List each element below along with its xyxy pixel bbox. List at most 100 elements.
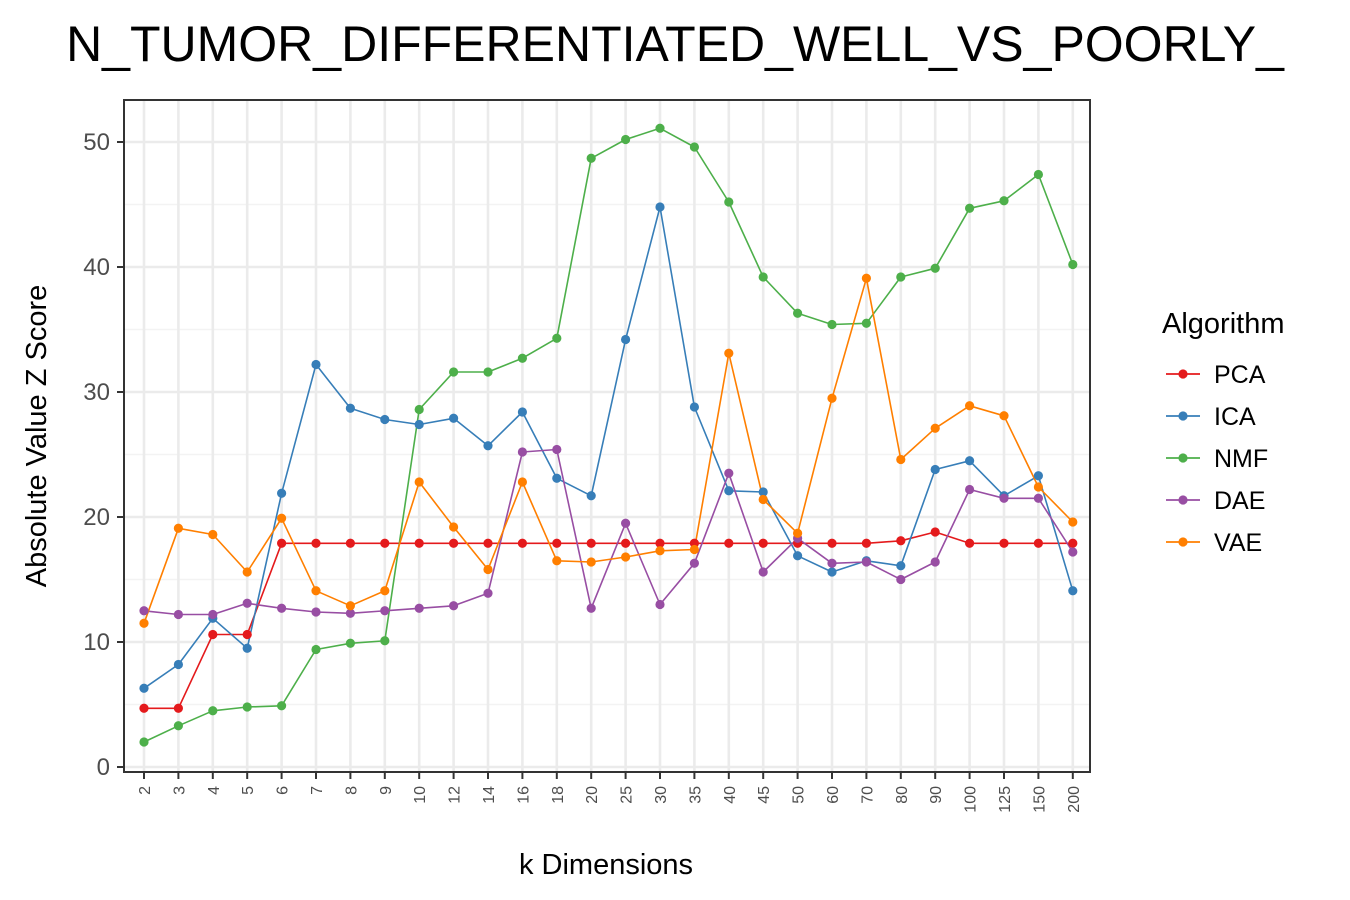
x-tick-label: 125 xyxy=(997,786,1014,813)
data-point-pca xyxy=(139,703,149,713)
data-point-vae xyxy=(861,273,872,283)
data-point-nmf xyxy=(380,636,390,646)
data-point-nmf xyxy=(552,333,562,343)
data-point-ica xyxy=(552,473,562,483)
x-tick-label: 50 xyxy=(791,786,808,804)
data-point-nmf xyxy=(930,263,940,273)
data-point-dae xyxy=(655,599,665,610)
data-point-ica xyxy=(449,413,459,423)
data-point-nmf xyxy=(586,153,596,163)
data-point-dae xyxy=(345,608,355,618)
data-point-nmf xyxy=(311,644,321,655)
data-point-dae xyxy=(449,601,459,611)
data-point-nmf xyxy=(242,702,252,712)
data-point-ica xyxy=(311,359,321,370)
y-axis: 0 10 20 30 40 50 xyxy=(83,129,124,781)
data-point-dae xyxy=(208,609,218,620)
data-point-vae xyxy=(1068,517,1078,527)
y-tick-label: 50 xyxy=(83,129,110,156)
data-point-pca xyxy=(965,538,975,548)
series-points xyxy=(139,123,1078,747)
x-tick-label: 45 xyxy=(756,786,773,804)
data-point-pca xyxy=(208,629,218,640)
data-point-dae xyxy=(758,567,768,577)
y-tick-label: 0 xyxy=(97,754,110,781)
data-point-pca xyxy=(483,538,493,548)
data-point-pca xyxy=(586,538,596,548)
plot-panel-background xyxy=(124,100,1090,772)
data-point-dae xyxy=(139,606,149,616)
data-point-vae xyxy=(517,477,528,487)
data-point-nmf xyxy=(1033,169,1043,180)
x-tick-label: 60 xyxy=(825,786,842,804)
legend-label-ica: ICA xyxy=(1214,403,1256,431)
x-tick-label: 7 xyxy=(309,786,326,795)
data-point-ica xyxy=(173,659,183,670)
data-point-nmf xyxy=(655,123,665,133)
x-tick-label: 90 xyxy=(928,786,945,804)
data-point-vae xyxy=(758,494,768,505)
data-point-ica xyxy=(277,488,287,498)
data-point-ica xyxy=(655,202,665,212)
x-tick-label: 4 xyxy=(206,786,223,795)
data-point-dae xyxy=(173,609,183,620)
series-lines xyxy=(143,127,1074,743)
plot-panel-border xyxy=(123,99,1091,773)
data-point-nmf xyxy=(173,721,183,731)
x-tick-label: 70 xyxy=(859,786,876,804)
data-point-ica xyxy=(827,567,837,577)
data-point-nmf xyxy=(414,404,424,415)
y-tick-label: 20 xyxy=(83,504,110,531)
data-point-ica xyxy=(1068,586,1078,596)
data-point-vae xyxy=(896,454,906,465)
data-point-vae xyxy=(139,618,149,628)
x-tick-label: 200 xyxy=(1066,786,1083,813)
data-point-ica xyxy=(345,403,355,413)
data-point-dae xyxy=(861,557,872,567)
legend-key-point-vae xyxy=(1178,537,1188,547)
data-point-nmf xyxy=(517,353,528,363)
legend-label-dae: DAE xyxy=(1214,487,1265,515)
data-point-pca xyxy=(999,538,1009,548)
data-point-ica xyxy=(380,414,390,425)
data-point-dae xyxy=(483,588,493,598)
data-point-nmf xyxy=(999,196,1009,206)
x-tick-label: 30 xyxy=(653,786,670,804)
legend-title: Algorithm xyxy=(1162,308,1285,340)
series-line-pca xyxy=(144,531,1073,710)
legend-key-point-pca xyxy=(1178,369,1188,379)
data-point-nmf xyxy=(965,203,975,213)
data-point-vae xyxy=(621,552,631,562)
data-point-vae xyxy=(930,423,940,433)
data-point-pca xyxy=(1033,538,1043,548)
data-point-nmf xyxy=(208,706,218,716)
legend-label-nmf: NMF xyxy=(1214,445,1268,473)
data-point-pca xyxy=(552,538,562,548)
data-point-dae xyxy=(517,447,528,457)
data-point-pca xyxy=(724,538,734,548)
y-axis-title: Absolute Value Z Score xyxy=(21,285,53,588)
data-point-ica xyxy=(242,643,252,653)
data-point-vae xyxy=(311,586,321,596)
data-point-ica xyxy=(139,683,149,693)
x-tick-label: 25 xyxy=(619,786,636,804)
data-point-dae xyxy=(1033,493,1043,503)
data-point-vae xyxy=(999,411,1009,421)
data-point-nmf xyxy=(277,701,287,711)
x-tick-label: 9 xyxy=(378,786,395,795)
chart-title: N_TUMOR_DIFFERENTIATED_WELL_VS_POORLY_ xyxy=(66,16,1284,72)
data-point-pca xyxy=(621,538,631,548)
data-point-pca xyxy=(449,538,459,548)
data-point-nmf xyxy=(621,134,631,145)
legend-key-point-nmf xyxy=(1178,453,1188,463)
data-point-vae xyxy=(689,544,700,555)
data-point-vae xyxy=(965,401,975,411)
data-point-vae xyxy=(793,528,803,538)
data-point-nmf xyxy=(483,367,493,377)
data-point-dae xyxy=(965,484,975,495)
data-point-pca xyxy=(827,538,837,548)
y-tick-label: 10 xyxy=(83,629,110,656)
data-point-vae xyxy=(345,601,355,611)
y-tick-label: 40 xyxy=(83,254,110,281)
x-tick-label: 5 xyxy=(240,786,257,795)
